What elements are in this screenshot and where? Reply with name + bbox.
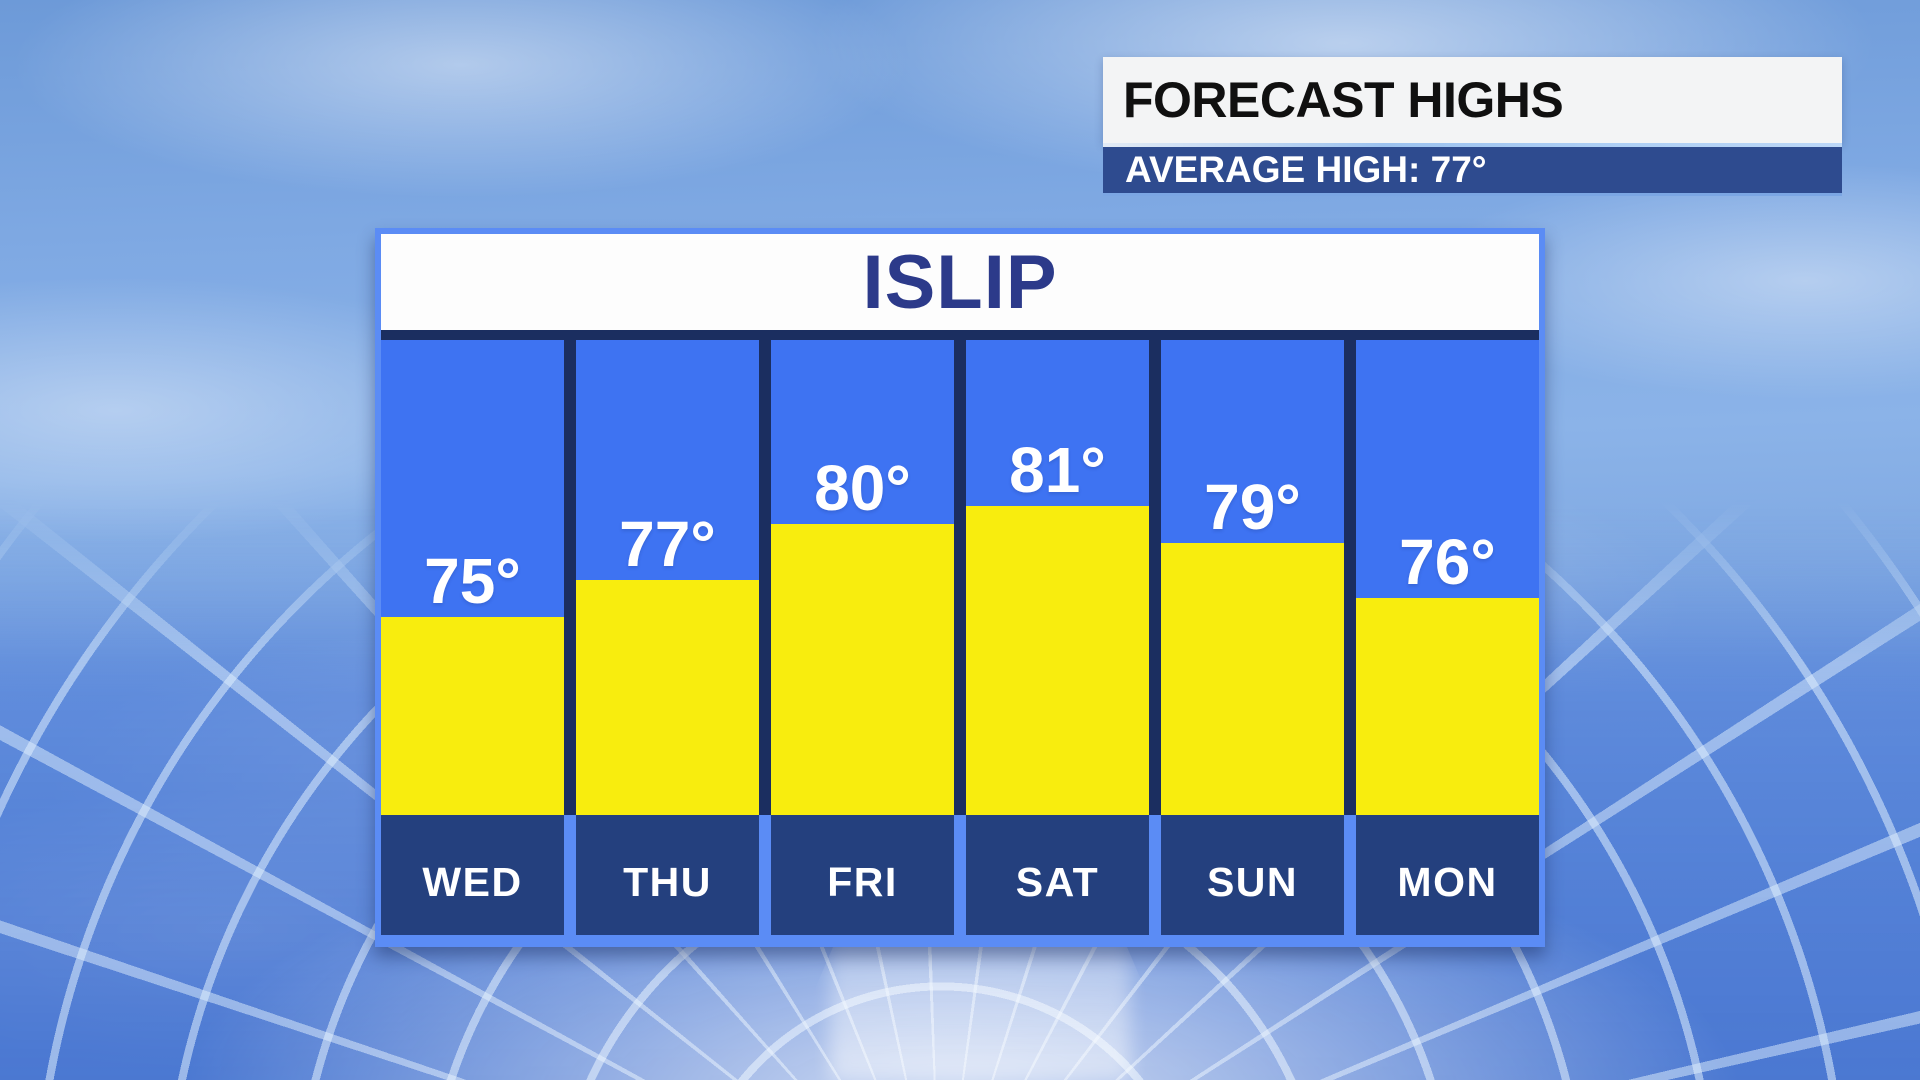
temperature-bar — [381, 617, 564, 815]
forecast-highs-banner: FORECAST HIGHS — [1103, 57, 1842, 143]
average-high-text: AVERAGE HIGH: 77° — [1125, 149, 1487, 190]
location-title-band: ISLIP — [381, 234, 1539, 330]
temperature-label: 80° — [814, 452, 911, 524]
temperature-bar — [771, 524, 954, 815]
day-label: MON — [1356, 815, 1539, 935]
forecast-column: 75° WED — [381, 340, 564, 941]
average-high-bar: AVERAGE HIGH: 77° — [1103, 147, 1842, 196]
day-label: SUN — [1161, 815, 1344, 935]
forecast-column: 77° THU — [576, 340, 759, 941]
location-title: ISLIP — [862, 239, 1058, 325]
day-label: WED — [381, 815, 564, 935]
forecast-columns: 75° WED 77° THU 80° FRI 81° SAT 79° SUN 76° MON — [381, 340, 1539, 941]
temperature-bar — [966, 506, 1149, 815]
columns-backdrop — [381, 330, 1539, 815]
day-row-backdrop — [381, 815, 1539, 941]
day-label: SAT — [966, 815, 1149, 935]
temperature-label: 81° — [1009, 434, 1106, 506]
banner-divider — [1103, 143, 1842, 147]
forecast-column: 80° FRI — [771, 340, 954, 941]
temperature-bar — [1161, 543, 1344, 815]
temperature-label: 79° — [1204, 471, 1301, 543]
temperature-label: 76° — [1399, 526, 1496, 598]
forecast-column: 79° SUN — [1161, 340, 1344, 941]
forecast-panel: ISLIP 75° WED 77° THU 80° FRI 81° SAT 79° SUN 76° M… — [375, 228, 1545, 947]
temperature-label: 75° — [424, 545, 521, 617]
forecast-column: 76° MON — [1356, 340, 1539, 941]
day-label: FRI — [771, 815, 954, 935]
day-label: THU — [576, 815, 759, 935]
temperature-label: 77° — [619, 508, 716, 580]
forecast-column: 81° SAT — [966, 340, 1149, 941]
temperature-bar — [1356, 598, 1539, 815]
banner-title: FORECAST HIGHS — [1123, 72, 1564, 128]
temperature-bar — [576, 580, 759, 815]
